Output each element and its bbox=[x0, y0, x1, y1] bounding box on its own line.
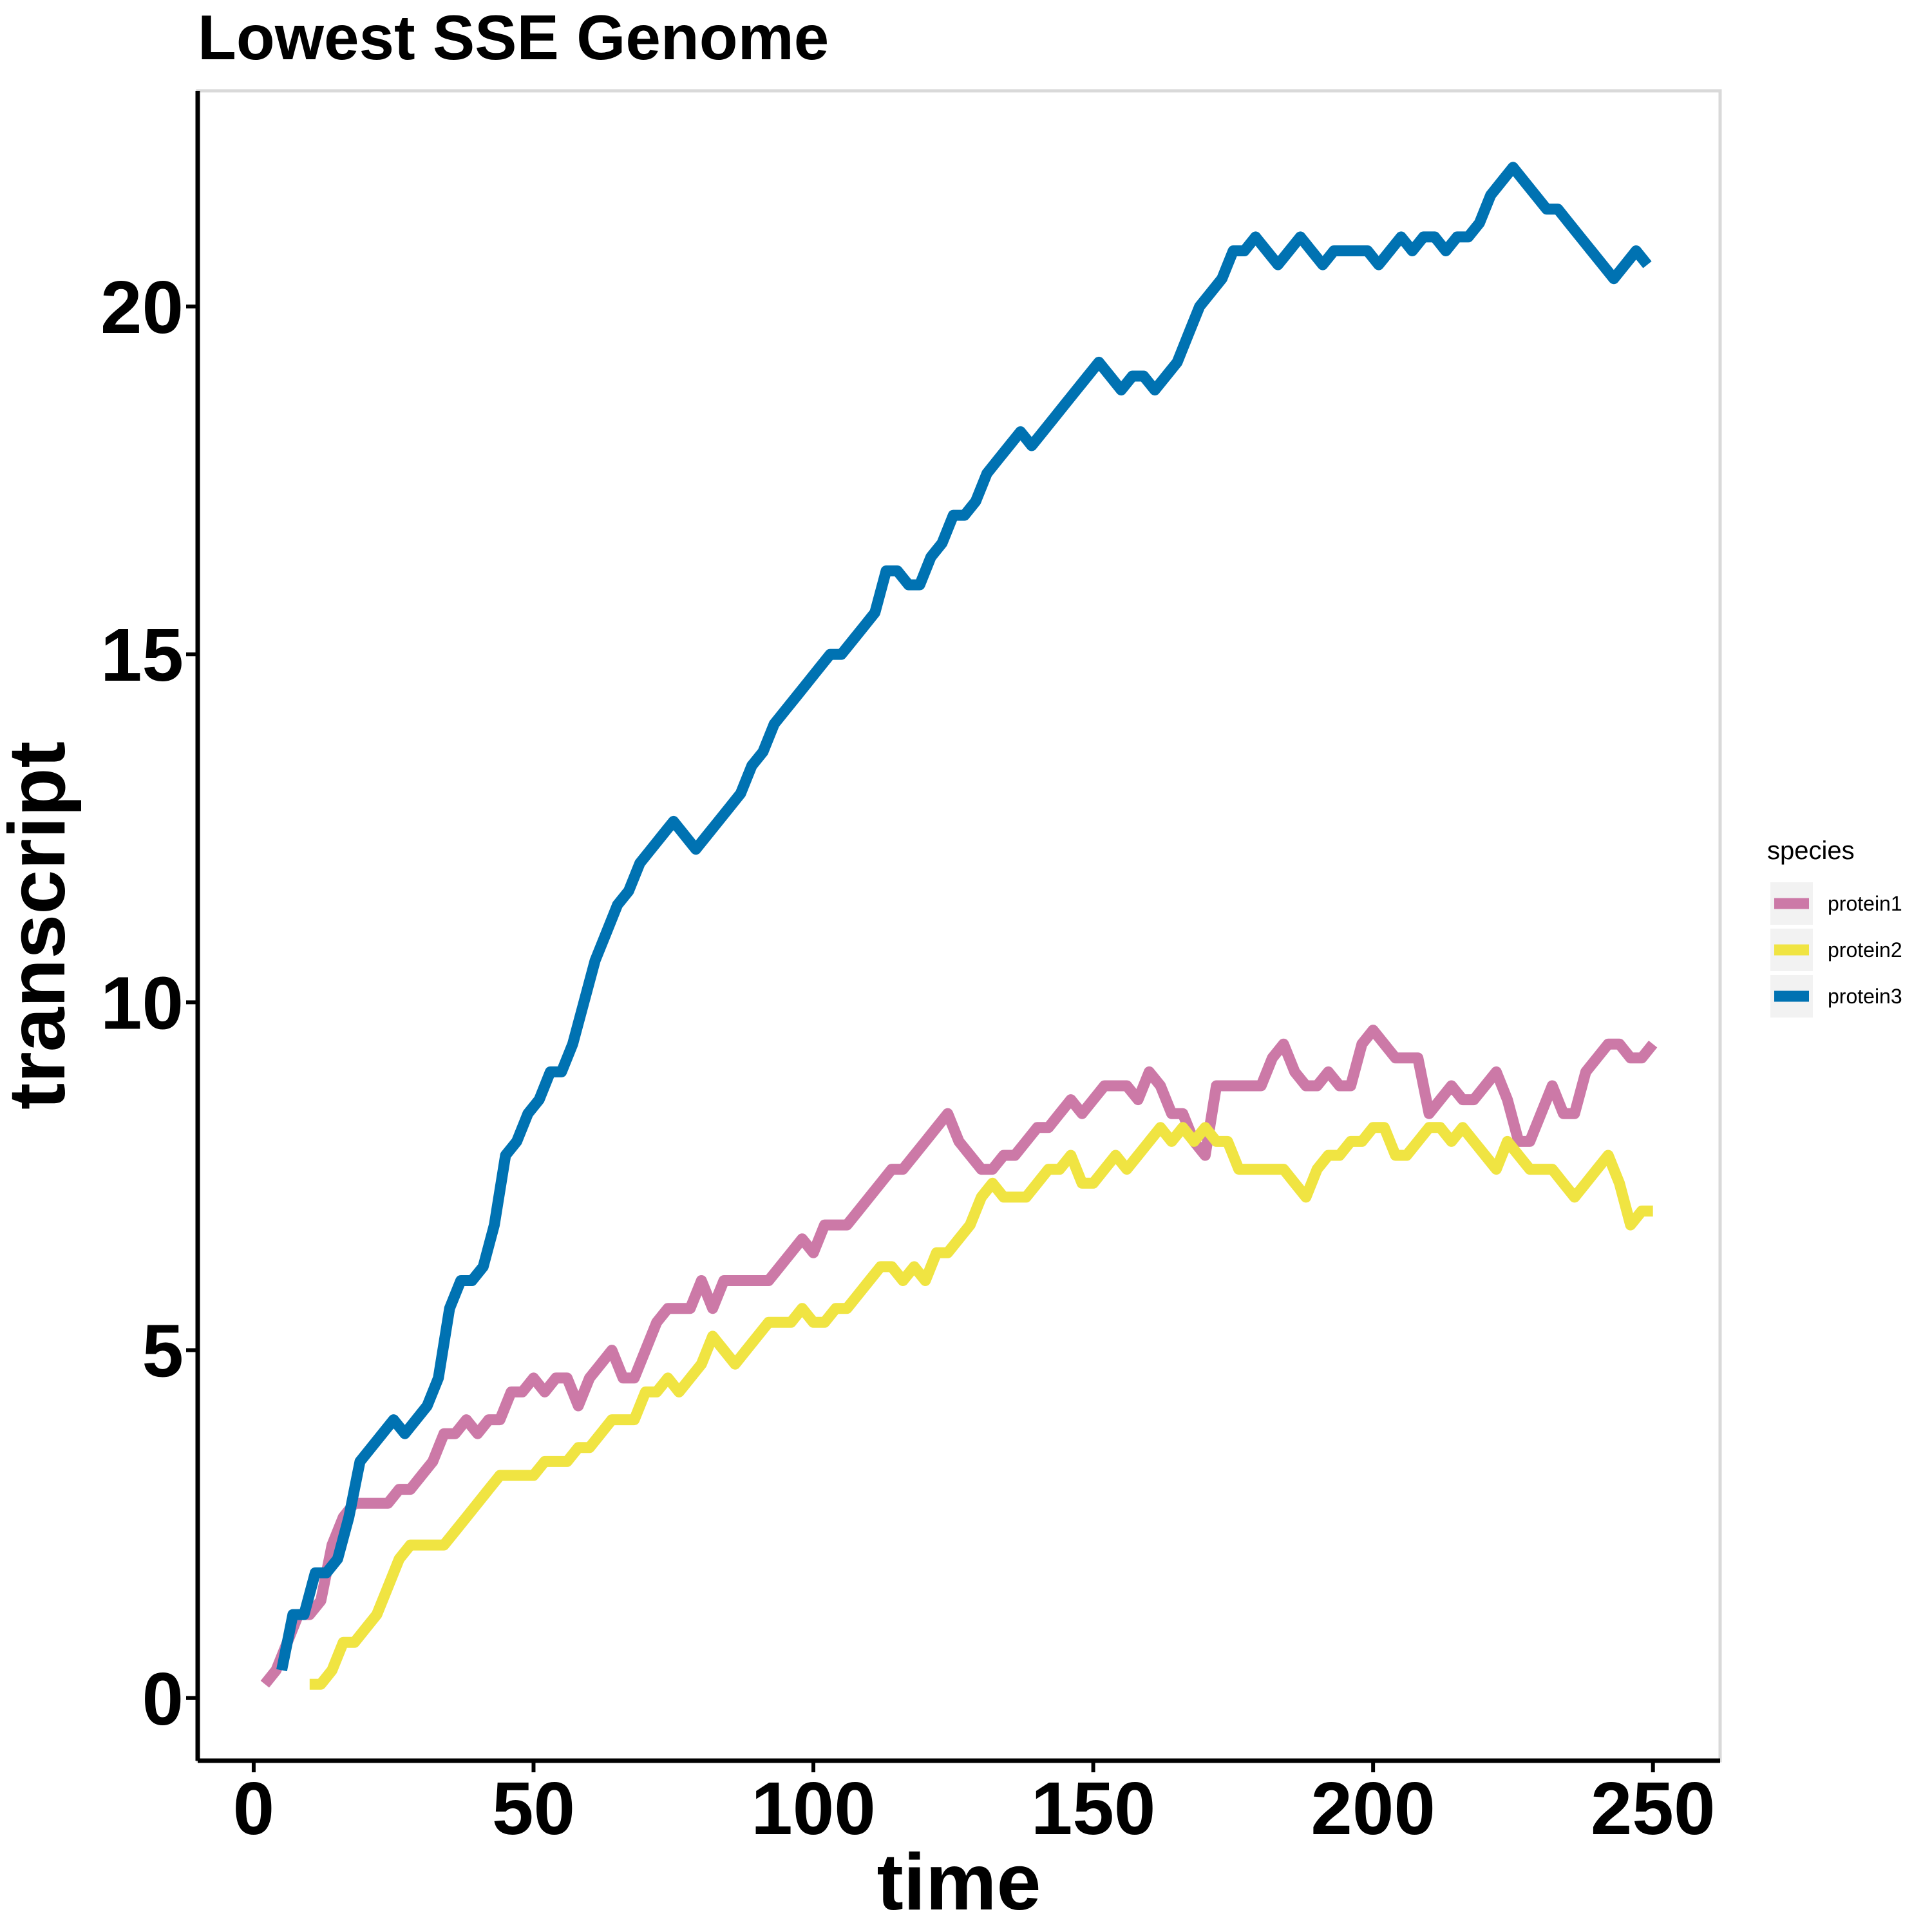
y-tick-label: 0 bbox=[142, 1657, 184, 1741]
series-layer bbox=[260, 162, 1658, 1690]
y-tick-label: 5 bbox=[142, 1309, 184, 1393]
panel-border bbox=[196, 89, 1722, 1763]
y-tick-label: 10 bbox=[100, 961, 184, 1045]
x-tick-label: 50 bbox=[492, 1766, 575, 1850]
x-tick-label: 100 bbox=[751, 1766, 876, 1850]
legend-label-protein3: protein3 bbox=[1828, 985, 1902, 1008]
y-tick-label: 15 bbox=[100, 613, 184, 697]
series-line-protein1 bbox=[260, 1025, 1658, 1688]
x-tick-label: 150 bbox=[1031, 1766, 1156, 1850]
legend-title: species bbox=[1767, 837, 1855, 865]
legend-label-protein1: protein1 bbox=[1828, 892, 1902, 915]
chart-title: Lowest SSE Genome bbox=[198, 2, 829, 73]
y-axis-title: transcript bbox=[0, 741, 82, 1110]
x-tick-label: 200 bbox=[1311, 1766, 1435, 1850]
legend-label-protein2: protein2 bbox=[1828, 938, 1902, 961]
y-tick-label: 20 bbox=[100, 265, 184, 349]
x-tick-label: 0 bbox=[233, 1766, 275, 1850]
legend: species protein1 protein2 protein3 bbox=[1767, 837, 1902, 1018]
series-line-protein3 bbox=[276, 162, 1652, 1672]
plot-panel bbox=[196, 89, 1722, 1763]
y-axis-ticks: 0 5 10 15 20 bbox=[100, 265, 198, 1741]
x-tick-label: 250 bbox=[1591, 1766, 1716, 1850]
series-line-protein2 bbox=[309, 1122, 1653, 1690]
x-axis-title: time bbox=[877, 1838, 1041, 1927]
x-axis-ticks: 0 50 100 150 200 250 bbox=[233, 1761, 1716, 1850]
